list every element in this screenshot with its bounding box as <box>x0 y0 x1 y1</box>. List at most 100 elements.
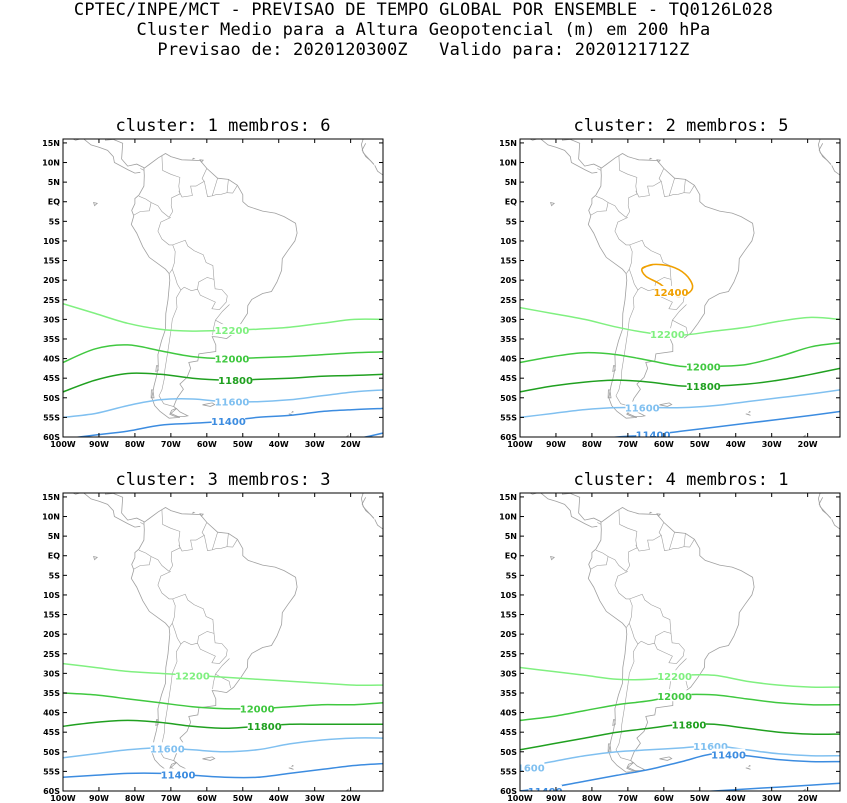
lon-label: 60W <box>654 440 674 449</box>
island <box>656 513 662 517</box>
country-border <box>133 202 152 216</box>
country-border <box>197 279 228 310</box>
country-border <box>595 155 638 218</box>
contour-label: 11800 <box>672 720 707 731</box>
island <box>93 555 99 561</box>
country-border <box>654 633 685 664</box>
country-border <box>157 217 176 274</box>
lat-label: 15N <box>499 139 517 148</box>
lon-label: 50W <box>233 440 253 449</box>
contour-label: 12400 <box>654 288 689 299</box>
lat-label: 10N <box>499 159 517 168</box>
contour-label: 11800 <box>247 722 282 733</box>
contour-label: 12200 <box>175 671 210 682</box>
country-border <box>671 304 688 334</box>
contour-11600 <box>520 389 840 419</box>
contour-12200 <box>63 662 383 687</box>
lat-label: 10N <box>42 513 60 522</box>
island <box>659 402 673 407</box>
lat-label: 10S <box>43 237 60 246</box>
lon-label: 20W <box>798 794 818 803</box>
country-border <box>661 178 675 197</box>
header-line-1: CPTEC/INPE/MCT - PREVISAO DE TEMPO GLOBA… <box>73 0 774 20</box>
island <box>374 165 383 176</box>
lon-label: 30W <box>305 440 325 449</box>
country-border <box>629 239 672 292</box>
lon-label: 100W <box>507 440 533 449</box>
lat-label: 10N <box>499 513 517 522</box>
country-border <box>214 658 231 688</box>
lon-label: 20W <box>341 794 361 803</box>
coastline <box>104 493 145 523</box>
lon-label: 60W <box>197 794 217 803</box>
lat-label: 50S <box>43 748 60 757</box>
lat-label: 40S <box>500 709 517 718</box>
lat-label: 60S <box>43 433 60 442</box>
map-panel: cluster: 1 membros: 6 12200 12000 11800 1160… <box>42 116 384 449</box>
lon-label: 20W <box>798 440 818 449</box>
island <box>150 389 155 399</box>
lon-label: 80W <box>125 794 145 803</box>
coastline <box>529 139 598 174</box>
island <box>550 555 556 561</box>
lat-label: 30S <box>500 315 517 324</box>
country-border <box>212 179 229 197</box>
island <box>192 157 196 160</box>
contour-11800 <box>63 719 383 730</box>
lat-label: 5S <box>506 217 518 226</box>
country-border <box>614 217 633 274</box>
lat-label: 60S <box>500 433 517 442</box>
lon-label: 40W <box>726 794 746 803</box>
lat-label: 55S <box>500 413 517 422</box>
contour-label: 12200 <box>215 326 250 337</box>
lat-label: 10S <box>500 237 517 246</box>
lat-label: 10S <box>43 591 60 600</box>
country-border <box>226 185 238 194</box>
island <box>612 719 616 727</box>
contour-label: 11400 <box>211 417 246 428</box>
lat-label: EQ <box>48 552 60 561</box>
lat-label: 45S <box>500 728 517 737</box>
lat-label: 35S <box>500 335 517 344</box>
lat-label: 50S <box>500 394 517 403</box>
lat-label: 20S <box>500 630 517 639</box>
island <box>361 143 375 165</box>
lat-label: 15S <box>43 611 60 620</box>
island <box>818 143 832 165</box>
lat-label: 5S <box>506 571 518 580</box>
country-border <box>157 571 176 628</box>
country-border <box>683 539 695 548</box>
panel-title: cluster: 3 membros: 3 <box>116 470 331 490</box>
island <box>199 513 205 517</box>
contour-label: 12000 <box>215 354 250 365</box>
country-border <box>615 289 639 408</box>
lat-label: 40S <box>43 709 60 718</box>
lat-label: 15S <box>43 257 60 266</box>
island <box>550 201 556 207</box>
lat-label: 15S <box>500 257 517 266</box>
contour-12000 <box>520 342 840 368</box>
map-frame <box>519 492 841 792</box>
country-border <box>133 556 152 570</box>
lon-label: 90W <box>89 794 109 803</box>
lon-label: 70W <box>618 440 638 449</box>
coastline <box>587 153 755 419</box>
country-border <box>614 571 633 628</box>
lon-label: 60W <box>197 440 217 449</box>
lat-label: 20S <box>500 276 517 285</box>
island <box>612 365 616 373</box>
contour-label: 12000 <box>657 692 692 703</box>
lat-label: 50S <box>43 394 60 403</box>
country-border <box>204 178 218 197</box>
coastline <box>130 507 298 773</box>
map-panel: cluster: 2 membros: 5 12200 12000 11800 1160… <box>499 116 841 449</box>
contour-label: 1600 <box>517 763 545 774</box>
coastline <box>104 139 145 169</box>
lat-label: 20S <box>43 630 60 639</box>
lon-label: 80W <box>125 440 145 449</box>
map-frame <box>62 138 384 438</box>
contour-11400 <box>610 410 840 437</box>
country-border <box>595 509 638 572</box>
country-border <box>138 155 181 218</box>
lat-label: 40S <box>500 355 517 364</box>
